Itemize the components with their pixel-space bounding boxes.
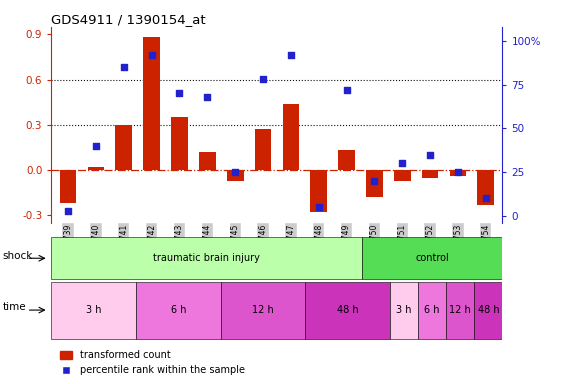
- Text: 48 h: 48 h: [477, 305, 499, 315]
- Point: [147, 52, 156, 58]
- Bar: [143, 37, 160, 170]
- Bar: [283, 104, 299, 170]
- Text: time: time: [2, 302, 26, 312]
- Bar: [305, 281, 389, 339]
- Text: traumatic brain injury: traumatic brain injury: [153, 253, 260, 263]
- Bar: [449, 170, 467, 176]
- Text: 6 h: 6 h: [171, 305, 186, 315]
- Point: [453, 169, 463, 175]
- Point: [231, 169, 240, 175]
- Text: 3 h: 3 h: [396, 305, 412, 315]
- Point: [286, 52, 295, 58]
- Bar: [255, 129, 271, 170]
- Bar: [418, 281, 446, 339]
- Text: 12 h: 12 h: [449, 305, 471, 315]
- Point: [481, 195, 490, 202]
- Point: [175, 90, 184, 96]
- Text: 12 h: 12 h: [252, 305, 274, 315]
- Bar: [361, 237, 502, 280]
- Text: GDS4911 / 1390154_at: GDS4911 / 1390154_at: [51, 13, 206, 26]
- Bar: [311, 170, 327, 212]
- Bar: [475, 281, 502, 339]
- Bar: [394, 170, 411, 180]
- Bar: [136, 281, 220, 339]
- Point: [119, 64, 128, 70]
- Bar: [171, 117, 188, 170]
- Bar: [422, 170, 439, 177]
- Bar: [199, 152, 216, 170]
- Bar: [87, 167, 104, 170]
- Bar: [366, 170, 383, 197]
- Bar: [227, 170, 243, 180]
- Text: 6 h: 6 h: [424, 305, 440, 315]
- Text: 48 h: 48 h: [337, 305, 358, 315]
- Point: [63, 208, 73, 214]
- Point: [259, 76, 268, 83]
- Point: [370, 178, 379, 184]
- Text: control: control: [415, 253, 449, 263]
- Bar: [51, 281, 136, 339]
- Text: 3 h: 3 h: [86, 305, 102, 315]
- Point: [203, 94, 212, 100]
- Bar: [220, 281, 305, 339]
- Point: [397, 160, 407, 166]
- Bar: [115, 125, 132, 170]
- Text: shock: shock: [2, 251, 33, 261]
- Point: [342, 87, 351, 93]
- Bar: [51, 237, 361, 280]
- Point: [91, 143, 100, 149]
- Bar: [389, 281, 418, 339]
- Bar: [446, 281, 475, 339]
- Bar: [60, 170, 77, 203]
- Legend: transformed count, percentile rank within the sample: transformed count, percentile rank withi…: [57, 346, 248, 379]
- Bar: [338, 151, 355, 170]
- Bar: [477, 170, 494, 205]
- Point: [314, 204, 323, 210]
- Point: [425, 152, 435, 158]
